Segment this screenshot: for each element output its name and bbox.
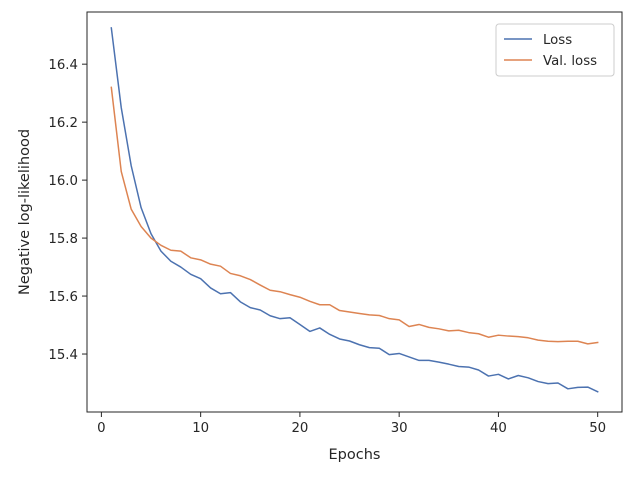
x-tick-label: 50 [589,421,606,436]
series-line-2 [110,86,599,345]
x-tick-label: 40 [490,421,507,436]
y-tick-label: 15.6 [48,290,78,305]
y-tick-label: 16.2 [48,116,78,131]
series-layer [110,27,599,393]
plot-area [87,12,622,412]
axes-layer: 0 10 20 30 40 50 15.4 15.6 15.8 16.0 16.2 16.4 [48,11,623,436]
y-tick-label: 15.8 [48,232,78,247]
x-axis-label: Epochs [329,447,381,463]
x-tick-label: 10 [192,421,209,436]
legend-box [495,23,615,77]
y-axis-label: Negative log-likelihood [17,129,33,295]
legend-label-2: Val. loss [543,54,597,69]
plot-background [87,12,622,412]
legend: Loss Val. loss [495,23,615,77]
x-tick-label: 30 [391,421,408,436]
y-tick-label: 16.4 [48,58,78,73]
axes-frame [86,11,623,413]
y-tick-label: 15.4 [48,348,78,363]
x-tick-label: 20 [291,421,308,436]
series-line-1 [110,27,599,393]
x-tick-label: 0 [97,421,105,436]
y-tick-label: 16.0 [48,174,78,189]
legend-label-1: Loss [543,33,572,48]
